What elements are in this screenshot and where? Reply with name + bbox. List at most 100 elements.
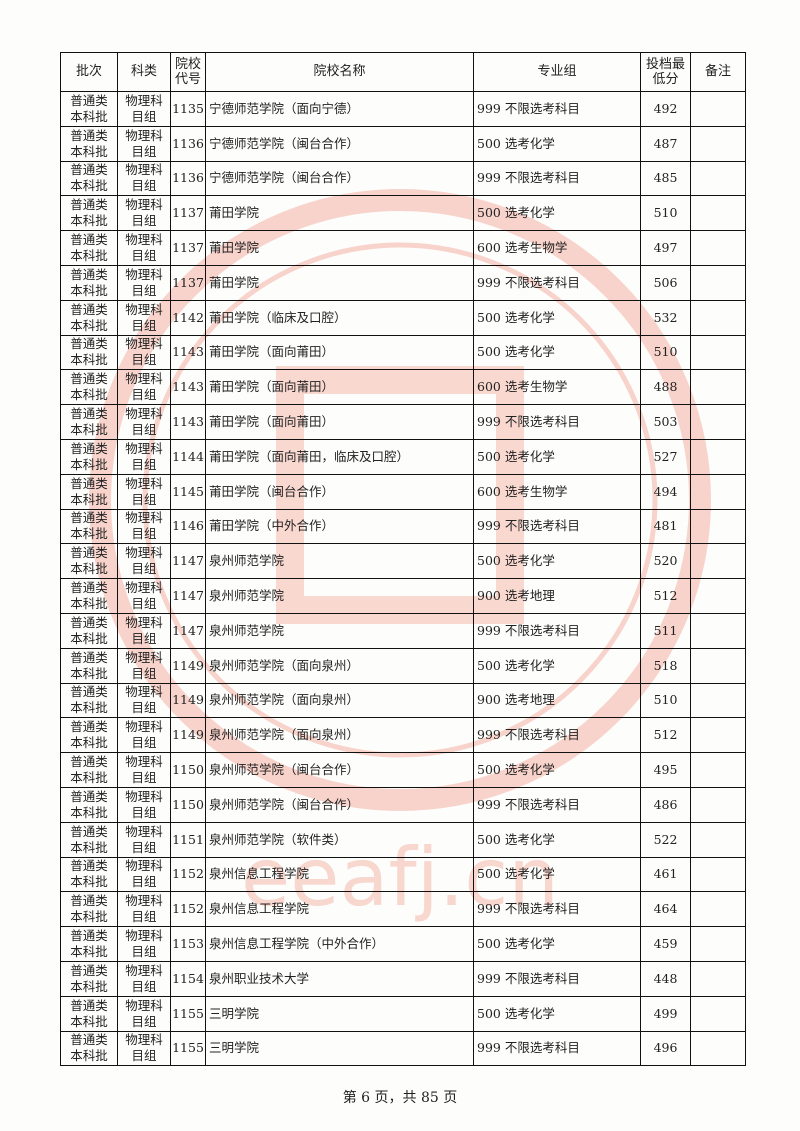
cell-remarks <box>690 682 746 719</box>
cell-major-group: 999 不限选考科目 <box>473 160 641 197</box>
cell-category: 物理科目组 <box>117 891 171 928</box>
cell-remarks <box>690 299 746 336</box>
cell-category: 物理科目组 <box>117 1030 171 1067</box>
header-school-code: 院校代号 <box>170 52 206 92</box>
cell-min-score: 499 <box>640 995 691 1032</box>
cell-school-name: 泉州信息工程学院 <box>205 856 474 893</box>
cell-school-code: 1143 <box>170 404 206 440</box>
cell-batch: 普通类本科批 <box>60 160 118 197</box>
cell-category: 物理科目组 <box>117 160 171 197</box>
table-row: 普通类本科批 物理科目组 1143 莆田学院（面向莆田） 999 不限选考科目 503 <box>60 404 746 440</box>
cell-remarks <box>690 578 746 614</box>
cell-school-name: 宁德师范学院（闽台合作） <box>205 160 474 197</box>
cell-major-group: 999 不限选考科目 <box>473 612 641 649</box>
cell-category: 物理科目组 <box>117 334 171 371</box>
cell-min-score: 520 <box>640 543 691 580</box>
cell-school-code: 1151 <box>170 821 206 858</box>
cell-remarks <box>690 404 746 440</box>
table-row: 普通类本科批 物理科目组 1143 莆田学院（面向莆田） 600 选考生物学 488 <box>60 369 746 406</box>
header-min-score: 投档最低分 <box>640 52 691 92</box>
cell-category: 物理科目组 <box>117 543 171 580</box>
cell-batch: 普通类本科批 <box>60 612 118 649</box>
cell-school-code: 1136 <box>170 160 206 197</box>
cell-major-group: 900 选考地理 <box>473 578 641 614</box>
cell-school-code: 1146 <box>170 508 206 545</box>
table-row: 普通类本科批 物理科目组 1135 宁德师范学院（面向宁德） 999 不限选考科目 492 <box>60 91 746 127</box>
cell-batch: 普通类本科批 <box>60 543 118 580</box>
cell-remarks <box>690 717 746 754</box>
cell-major-group: 500 选考化学 <box>473 856 641 893</box>
cell-batch: 普通类本科批 <box>60 473 118 510</box>
cell-school-code: 1137 <box>170 230 206 266</box>
cell-major-group: 500 选考化学 <box>473 125 641 162</box>
cell-remarks <box>690 856 746 893</box>
table-row: 普通类本科批 物理科目组 1137 莆田学院 600 选考生物学 497 <box>60 230 746 266</box>
table-row: 普通类本科批 物理科目组 1146 莆田学院（中外合作） 999 不限选考科目 481 <box>60 508 746 545</box>
table-row: 普通类本科批 物理科目组 1144 莆田学院（面向莆田，临床及口腔） 500 选考化学 5… <box>60 438 746 475</box>
cell-school-name: 泉州师范学院 <box>205 578 474 614</box>
cell-remarks <box>690 438 746 475</box>
cell-remarks <box>690 891 746 928</box>
cell-category: 物理科目组 <box>117 786 171 823</box>
cell-batch: 普通类本科批 <box>60 264 118 301</box>
cell-remarks <box>690 195 746 232</box>
cell-school-code: 1147 <box>170 578 206 614</box>
cell-min-score: 492 <box>640 91 691 127</box>
table-row: 普通类本科批 物理科目组 1149 泉州师范学院（面向泉州） 999 不限选考科目 512 <box>60 717 746 754</box>
cell-category: 物理科目组 <box>117 647 171 684</box>
table-row: 普通类本科批 物理科目组 1154 泉州职业技术大学 999 不限选考科目 448 <box>60 960 746 997</box>
cell-remarks <box>690 125 746 162</box>
cell-batch: 普通类本科批 <box>60 960 118 997</box>
table-row: 普通类本科批 物理科目组 1153 泉州信息工程学院（中外合作） 500 选考化学 459 <box>60 926 746 962</box>
cell-school-name: 泉州师范学院（闽台合作） <box>205 786 474 823</box>
header-school-name: 院校名称 <box>205 52 474 92</box>
cell-school-name: 莆田学院（面向莆田） <box>205 404 474 440</box>
cell-min-score: 459 <box>640 926 691 962</box>
cell-remarks <box>690 926 746 962</box>
cell-school-name: 莆田学院（面向莆田） <box>205 369 474 406</box>
table-row: 普通类本科批 物理科目组 1152 泉州信息工程学院 999 不限选考科目 464 <box>60 891 746 928</box>
cell-remarks <box>690 160 746 197</box>
cell-remarks <box>690 995 746 1032</box>
cell-category: 物理科目组 <box>117 612 171 649</box>
cell-category: 物理科目组 <box>117 821 171 858</box>
cell-category: 物理科目组 <box>117 960 171 997</box>
cell-category: 物理科目组 <box>117 473 171 510</box>
cell-school-code: 1143 <box>170 334 206 371</box>
cell-school-code: 1154 <box>170 960 206 997</box>
cell-school-name: 宁德师范学院（面向宁德） <box>205 91 474 127</box>
cell-min-score: 512 <box>640 578 691 614</box>
cell-batch: 普通类本科批 <box>60 334 118 371</box>
cell-category: 物理科目组 <box>117 404 171 440</box>
page-footer: 第 6 页，共 85 页 <box>342 1090 458 1106</box>
cell-school-name: 莆田学院（闽台合作） <box>205 473 474 510</box>
cell-batch: 普通类本科批 <box>60 647 118 684</box>
cell-category: 物理科目组 <box>117 926 171 962</box>
cell-batch: 普通类本科批 <box>60 404 118 440</box>
cell-school-name: 宁德师范学院（闽台合作） <box>205 125 474 162</box>
cell-batch: 普通类本科批 <box>60 995 118 1032</box>
cell-min-score: 488 <box>640 369 691 406</box>
cell-school-code: 1149 <box>170 717 206 754</box>
table-row: 普通类本科批 物理科目组 1137 莆田学院 500 选考化学 510 <box>60 195 746 232</box>
cell-category: 物理科目组 <box>117 91 171 127</box>
cell-school-name: 莆田学院 <box>205 195 474 232</box>
cell-school-code: 1147 <box>170 612 206 649</box>
cell-batch: 普通类本科批 <box>60 682 118 719</box>
cell-school-code: 1149 <box>170 647 206 684</box>
cell-remarks <box>690 91 746 127</box>
table-row: 普通类本科批 物理科目组 1142 莆田学院（临床及口腔） 500 选考化学 532 <box>60 299 746 336</box>
cell-min-score: 461 <box>640 856 691 893</box>
cell-batch: 普通类本科批 <box>60 786 118 823</box>
cell-category: 物理科目组 <box>117 125 171 162</box>
cell-min-score: 518 <box>640 647 691 684</box>
cell-batch: 普通类本科批 <box>60 299 118 336</box>
cell-school-name: 莆田学院 <box>205 264 474 301</box>
cell-min-score: 510 <box>640 195 691 232</box>
cell-school-code: 1150 <box>170 752 206 788</box>
cell-batch: 普通类本科批 <box>60 369 118 406</box>
cell-school-code: 1152 <box>170 856 206 893</box>
cell-min-score: 512 <box>640 717 691 754</box>
cell-major-group: 500 选考化学 <box>473 299 641 336</box>
